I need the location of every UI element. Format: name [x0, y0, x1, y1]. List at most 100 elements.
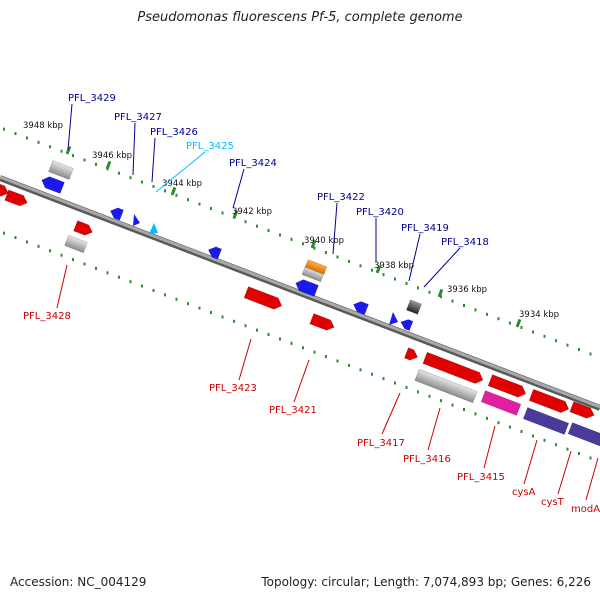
tick-dot-outer	[221, 211, 224, 215]
gene-block-gray	[414, 368, 478, 404]
scale-label: 3944 kbp	[162, 179, 202, 189]
gene-label-reverse: PFL_3417	[357, 438, 405, 449]
tick-dot-inner	[198, 306, 201, 310]
tick-dot-outer	[336, 255, 339, 259]
tick-dot-outer	[95, 162, 97, 166]
tick-dot-inner	[451, 403, 454, 407]
tick-dot-inner	[3, 231, 5, 235]
gene-block-blue	[389, 312, 398, 325]
tick-dot-outer	[83, 158, 86, 162]
tick-dot-inner	[520, 430, 523, 434]
major-tick	[65, 145, 72, 155]
tick-dot-outer	[60, 149, 63, 153]
scale-label: 3936 kbp	[447, 285, 487, 295]
tick-dot-outer	[440, 295, 442, 299]
tick-dot-inner	[72, 258, 74, 262]
tick-dot-inner	[129, 280, 132, 284]
tick-dot-inner	[302, 346, 304, 350]
scale-label: 3938 kbp	[374, 261, 414, 271]
gene-block-magenta	[480, 390, 522, 416]
leader-line	[381, 392, 401, 435]
gene-block-purple	[567, 422, 600, 448]
tick-dot-outer	[578, 348, 580, 352]
tick-dot-inner	[267, 333, 270, 337]
tick-dot-outer	[118, 171, 120, 175]
tick-dot-outer	[405, 281, 408, 285]
tick-dot-inner	[256, 328, 258, 332]
gene-block-blue	[207, 246, 222, 260]
leader-line	[293, 359, 310, 403]
gene-label-reverse: cysA	[512, 487, 536, 498]
tick-dot-outer	[290, 237, 293, 241]
scale-label: 3934 kbp	[519, 310, 559, 320]
tick-dot-outer	[198, 202, 201, 206]
tick-dot-inner	[164, 293, 166, 297]
tick-dot-outer	[256, 224, 258, 228]
tick-dot-outer	[474, 308, 477, 312]
gene-block-red	[73, 220, 93, 236]
leader-line	[408, 233, 421, 282]
tick-dot-outer	[543, 334, 546, 338]
gene-label-forward: PFL_3425	[186, 141, 234, 152]
tick-dot-inner	[26, 240, 28, 244]
gene-block-blue	[353, 301, 369, 316]
gene-block-blue	[41, 176, 65, 194]
tick-dot-inner	[233, 319, 235, 323]
tick-dot-inner	[95, 266, 97, 270]
tick-dot-outer	[175, 193, 178, 197]
gene-block-orange	[304, 259, 328, 275]
tick-dot-outer	[520, 326, 523, 330]
gene-label-reverse: modA	[571, 504, 600, 515]
tick-dot-inner	[187, 302, 189, 306]
tick-dot-outer	[451, 299, 454, 303]
tick-dot-outer	[497, 317, 500, 321]
tick-dot-inner	[290, 341, 293, 345]
leader-line	[238, 338, 252, 381]
tick-dot-outer	[555, 339, 557, 343]
tick-dot-outer	[359, 264, 362, 268]
tick-dot-outer	[152, 184, 155, 188]
tick-dot-inner	[83, 262, 86, 266]
tick-dot-outer	[509, 321, 511, 325]
gene-label-forward: PFL_3429	[68, 93, 116, 104]
gene-block-gray	[64, 234, 88, 254]
leader-line	[155, 151, 206, 193]
tick-dot-inner	[60, 253, 63, 257]
gene-label-reverse: PFL_3423	[209, 383, 257, 394]
gene-label-forward: PFL_3418	[441, 237, 489, 248]
tick-dot-inner	[543, 438, 546, 442]
gene-block-blue	[295, 279, 319, 297]
tick-dot-inner	[359, 368, 362, 372]
summary-text: Topology: circular; Length: 7,074,893 bp…	[261, 575, 591, 589]
tick-dot-outer	[244, 220, 247, 224]
tick-dot-outer	[589, 352, 592, 356]
gene-label-reverse: PFL_3415	[457, 472, 505, 483]
major-tick	[170, 186, 177, 196]
scale-label: 3946 kbp	[92, 151, 132, 161]
gene-label-forward: PFL_3422	[317, 192, 365, 203]
leader-line	[557, 450, 572, 495]
gene-block-red	[422, 351, 484, 384]
tick-dot-inner	[210, 311, 212, 314]
tick-dot-inner	[49, 249, 51, 253]
tick-dot-outer	[49, 145, 51, 149]
major-tick	[437, 288, 444, 298]
gene-block-red	[528, 388, 570, 413]
tick-dot-inner	[555, 443, 557, 447]
tick-dot-inner	[509, 425, 511, 429]
tick-dot-outer	[279, 233, 281, 237]
gene-block-red	[569, 401, 595, 419]
tick-dot-outer	[325, 251, 327, 255]
tick-dot-inner	[141, 284, 143, 288]
tick-dot-outer	[371, 268, 373, 272]
tick-dot-inner	[428, 394, 431, 398]
tick-dot-outer	[382, 273, 385, 277]
leader-line	[332, 202, 338, 255]
gene-block-blue	[133, 214, 140, 226]
scale-label: 3948 kbp	[23, 121, 63, 131]
gene-block-purple	[522, 407, 570, 435]
leader-line	[67, 103, 73, 151]
leader-line	[56, 264, 68, 309]
tick-dot-outer	[417, 286, 419, 290]
